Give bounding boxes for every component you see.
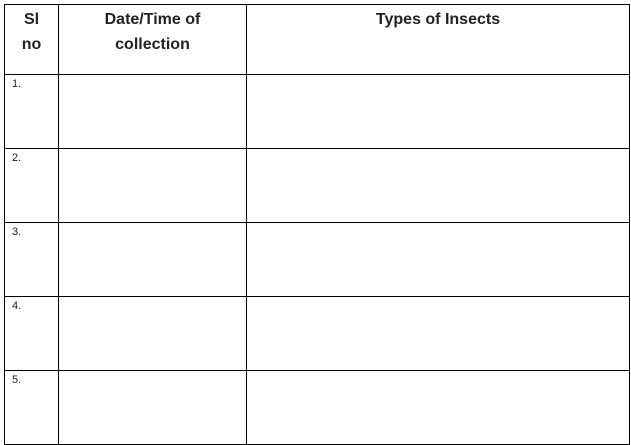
insect-collection-table: Sl no Date/Time of collection Types of Ins… (4, 4, 630, 445)
sl-no-cell: 5. (4, 370, 59, 445)
table-row: 4. (4, 296, 630, 371)
header-row: Sl no Date/Time of collection Types of Ins… (4, 4, 630, 75)
types-of-insects-cell[interactable] (246, 222, 630, 297)
header-types-of-insects: Types of Insects (246, 4, 630, 75)
header-date-time: Date/Time of collection (58, 4, 247, 75)
header-line: collection (115, 36, 190, 53)
table-row: 2. (4, 148, 630, 223)
date-time-cell[interactable] (58, 370, 247, 445)
date-time-cell[interactable] (58, 74, 247, 149)
header-line: Date/Time of (104, 11, 201, 28)
types-of-insects-cell[interactable] (246, 296, 630, 371)
sl-no-cell: 2. (4, 148, 59, 223)
types-of-insects-cell[interactable] (246, 148, 630, 223)
header-sl-no: Sl no (4, 4, 59, 75)
header-line: no (21, 36, 42, 53)
date-time-cell[interactable] (58, 296, 247, 371)
sl-no-cell: 1. (4, 74, 59, 149)
sl-no-cell: 4. (4, 296, 59, 371)
date-time-cell[interactable] (58, 222, 247, 297)
table-row: 3. (4, 222, 630, 297)
header-line: Sl (23, 11, 40, 28)
sl-no-cell: 3. (4, 222, 59, 297)
table-row: 1. (4, 74, 630, 149)
date-time-cell[interactable] (58, 148, 247, 223)
types-of-insects-cell[interactable] (246, 74, 630, 149)
table-row: 5. (4, 370, 630, 445)
types-of-insects-cell[interactable] (246, 370, 630, 445)
header-line: Types of Insects (375, 11, 501, 28)
